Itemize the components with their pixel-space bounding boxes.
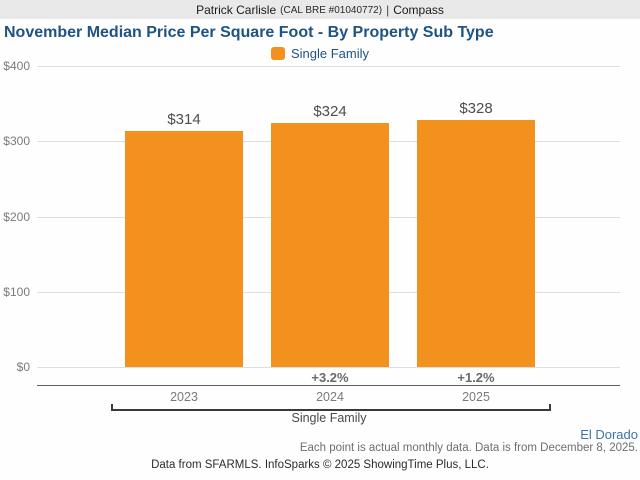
gridline	[37, 66, 620, 67]
percent-change-label: +1.2%	[457, 370, 495, 385]
attribution-text: Data from SFARMLS. InfoSparks © 2025 Sho…	[151, 459, 489, 471]
agent-name: Patrick Carlisle	[196, 2, 277, 17]
legend-label-single-family: Single Family	[290, 46, 370, 61]
chart-title: November Median Price Per Square Foot - …	[4, 24, 494, 41]
legend: Single Family	[0, 46, 640, 61]
bar-2025[interactable]	[417, 120, 535, 367]
x-axis-category-labels: 2023 2024 2025	[37, 390, 620, 404]
y-axis-tick-label: $100	[3, 285, 30, 299]
x-axis-tick-label: 2024	[316, 390, 344, 404]
x-axis-tick-label: 2023	[170, 390, 198, 404]
data-freshness-note: Each point is actual monthly data. Data …	[299, 442, 638, 454]
gridline	[37, 367, 620, 368]
bar-value-label: $324	[313, 103, 347, 120]
percent-change-label: +3.2%	[311, 370, 349, 385]
bar-value-label: $314	[167, 111, 201, 128]
bar-value-label: $328	[459, 100, 493, 117]
region-label: El Dorado	[580, 427, 638, 442]
bar-2023[interactable]	[125, 131, 243, 367]
percent-change-row: +3.2% +1.2%	[37, 370, 620, 385]
bar-2024[interactable]	[271, 123, 389, 367]
y-axis-tick-label: $300	[3, 134, 30, 148]
legend-swatch-single-family-icon	[270, 47, 285, 60]
header-bar: Patrick Carlisle (CAL BRE #01040772) | C…	[0, 0, 640, 19]
brand-name: Compass	[393, 2, 444, 17]
agent-license: (CAL BRE #01040772)	[280, 5, 383, 16]
y-axis-tick-label: $0	[16, 360, 30, 374]
header-separator: |	[386, 2, 390, 17]
x-axis-line	[37, 385, 620, 386]
category-group-bracket	[111, 404, 551, 411]
y-axis-tick-label: $200	[3, 210, 30, 224]
category-group-label: Single Family	[291, 411, 367, 425]
y-axis-tick-label: $400	[3, 59, 30, 73]
y-axis: $400 $300 $200 $100 $0	[0, 59, 30, 374]
x-axis-tick-label: 2025	[462, 390, 490, 404]
plot-area: $314 $324 $328	[37, 66, 620, 368]
